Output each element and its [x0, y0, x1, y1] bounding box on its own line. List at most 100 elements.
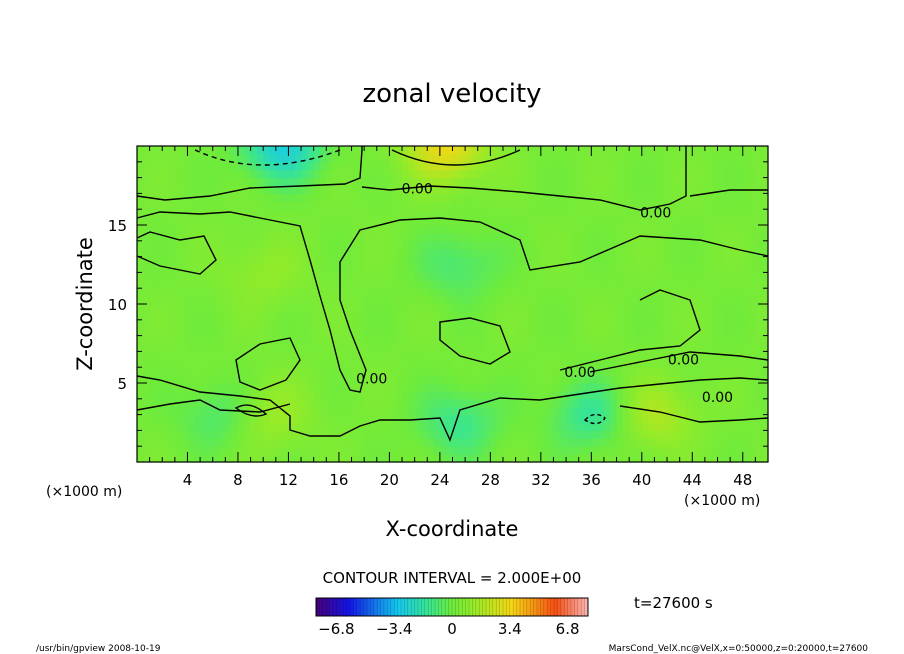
heatmap-cell: [553, 398, 561, 408]
heatmap-cell: [212, 375, 220, 384]
heatmap-cell: [427, 161, 435, 171]
heatmap-cell: [616, 422, 624, 431]
heatmap-cell: [307, 438, 315, 447]
heatmap-cell: [547, 169, 555, 179]
heatmap-cell: [660, 272, 668, 281]
heatmap-cell: [193, 256, 201, 266]
heatmap-cell: [465, 209, 473, 218]
heatmap-cell: [389, 327, 397, 337]
heatmap-cell: [357, 438, 365, 447]
heatmap-cell: [383, 446, 390, 455]
heatmap-cell: [641, 367, 649, 376]
heatmap-cell: [200, 248, 208, 258]
heatmap-cell: [244, 264, 252, 273]
heatmap-cell: [162, 304, 170, 313]
heatmap-cell: [521, 264, 529, 273]
heatmap-cell: [749, 367, 756, 376]
heatmap-cell: [212, 422, 220, 431]
heatmap-cell: [338, 311, 346, 321]
heatmap-cell: [250, 185, 258, 194]
heatmap-cell: [484, 153, 491, 163]
heatmap-cell: [654, 454, 662, 463]
heatmap-cell: [452, 201, 460, 210]
heatmap-cell: [711, 304, 719, 313]
heatmap-cell: [269, 390, 277, 400]
heatmap-cell: [439, 280, 447, 289]
heatmap-cell: [761, 264, 769, 273]
heatmap-cell: [193, 161, 201, 171]
heatmap-cell: [553, 248, 561, 258]
heatmap-cell: [654, 146, 662, 155]
heatmap-cell: [370, 359, 378, 368]
heatmap-cell: [219, 351, 226, 360]
heatmap-cell: [761, 256, 769, 266]
heatmap-cell: [174, 406, 182, 416]
colorbar-swatch: [336, 598, 341, 616]
heatmap-cell: [282, 327, 290, 337]
heatmap-cell: [711, 398, 719, 408]
heatmap-cell: [237, 367, 245, 376]
heatmap-cell: [755, 240, 763, 250]
heatmap-cell: [225, 327, 233, 337]
heatmap-cell: [250, 422, 258, 431]
heatmap-cell: [338, 193, 346, 202]
heatmap-cell: [635, 446, 643, 455]
heatmap-cell: [622, 446, 630, 455]
heatmap-cell: [231, 256, 239, 266]
heatmap-cell: [509, 446, 517, 455]
heatmap-cell: [181, 398, 189, 408]
colorbar-swatch: [520, 598, 524, 616]
heatmap-cell: [162, 406, 170, 416]
heatmap-cell: [143, 185, 151, 194]
heatmap-cell: [395, 193, 403, 202]
heatmap-cell: [301, 359, 308, 368]
heatmap-cell: [585, 264, 592, 273]
heatmap-cell: [711, 177, 719, 187]
heatmap-cell: [402, 383, 409, 392]
heatmap-cell: [212, 311, 220, 321]
heatmap-cell: [383, 438, 390, 447]
heatmap-cell: [237, 146, 245, 155]
heatmap-cell: [219, 398, 226, 408]
heatmap-cell: [288, 430, 296, 439]
heatmap-cell: [698, 406, 706, 416]
heatmap-cell: [534, 288, 542, 297]
heatmap-cell: [578, 272, 586, 281]
heatmap-cell: [168, 240, 176, 250]
heatmap-cell: [755, 390, 763, 400]
heatmap-cell: [471, 161, 479, 171]
heatmap-cell: [534, 193, 542, 202]
heatmap-cell: [521, 414, 529, 424]
heatmap-cell: [730, 217, 738, 226]
heatmap-cell: [414, 256, 422, 266]
heatmap-cell: [755, 304, 763, 313]
heatmap-cell: [307, 296, 315, 305]
heatmap-cell: [174, 201, 182, 210]
heatmap-cell: [553, 288, 561, 297]
heatmap-cell: [578, 209, 586, 218]
heatmap-cell: [376, 383, 384, 392]
heatmap-cell: [471, 177, 479, 187]
heatmap-cell: [641, 327, 649, 337]
heatmap-cell: [174, 311, 182, 321]
heatmap-cell: [723, 406, 731, 416]
heatmap-cell: [528, 193, 536, 202]
heatmap-cell: [742, 383, 750, 392]
heatmap-cell: [275, 383, 283, 392]
heatmap-cell: [414, 319, 422, 329]
heatmap-cell: [376, 146, 384, 155]
heatmap-cell: [572, 185, 580, 194]
heatmap-cell: [635, 335, 643, 345]
heatmap-cell: [376, 406, 384, 416]
heatmap-cell: [395, 280, 403, 289]
heatmap-cell: [301, 398, 308, 408]
heatmap-cell: [187, 311, 195, 321]
heatmap-cell: [446, 169, 454, 179]
heatmap-cell: [591, 438, 599, 447]
heatmap-cell: [660, 406, 668, 416]
heatmap-cell: [452, 304, 460, 313]
heatmap-cell: [585, 288, 592, 297]
heatmap-cell: [660, 327, 668, 337]
heatmap-cell: [692, 256, 700, 266]
heatmap-cell: [351, 296, 359, 305]
